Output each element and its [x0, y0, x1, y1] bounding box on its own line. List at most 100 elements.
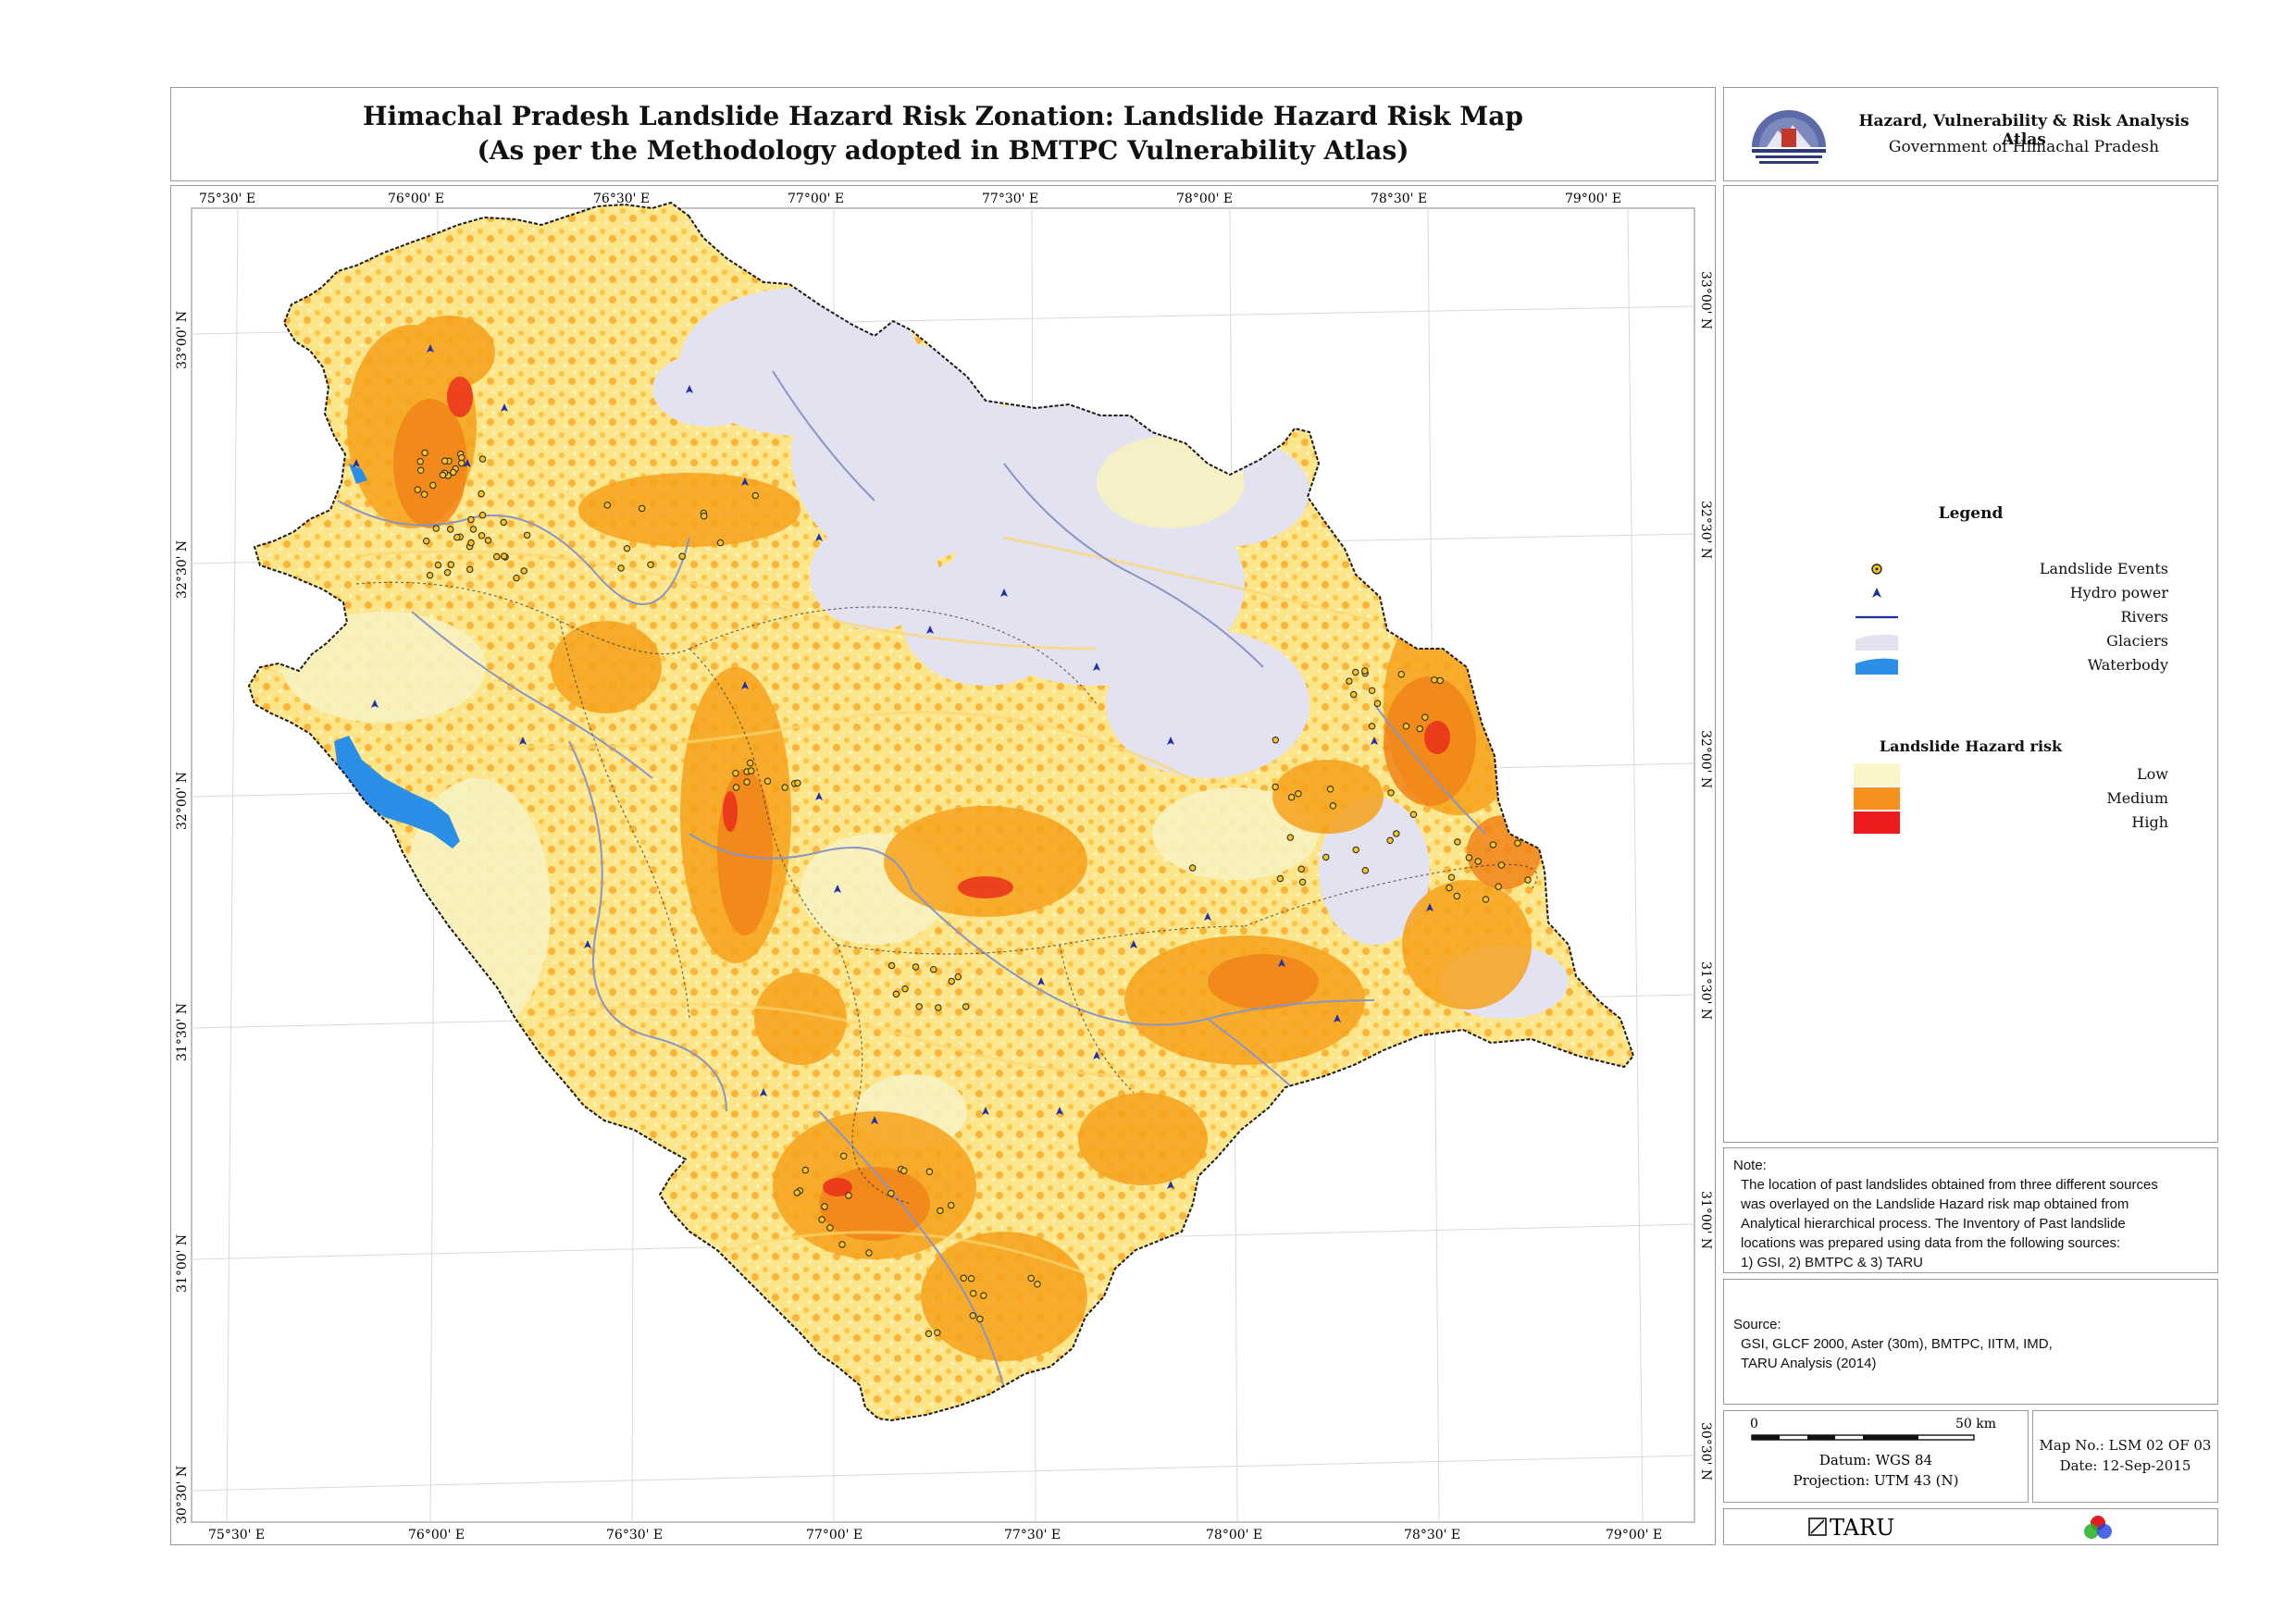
datum-label: Datum: WGS 84	[1819, 1452, 1932, 1468]
landslide-event-marker	[623, 545, 631, 552]
landslide-event-marker	[478, 532, 486, 539]
government-name: Government of Himachal Pradesh	[1888, 138, 2160, 156]
glacier-patch-icon	[1855, 634, 1898, 650]
legend-panel: Legend Landslide Events Hydro power Rive…	[1723, 185, 2218, 1143]
landslide-event-marker	[1286, 834, 1295, 841]
source-text: Source: GSI, GLCF 2000, Aster (30m), BMT…	[1733, 1315, 2207, 1373]
landslide-event-marker	[900, 1167, 908, 1174]
landslide-event-marker	[484, 537, 492, 544]
landslide-event-marker	[967, 1275, 975, 1282]
note-line: was overlayed on the Landslide Hazard ri…	[1741, 1196, 2129, 1212]
landslide-event-marker	[523, 531, 531, 539]
lat-label: 32°30' N	[1698, 501, 1713, 559]
hydro-power-marker	[871, 1116, 878, 1124]
landslide-event-marker	[1393, 830, 1400, 837]
landslide-event-marker	[930, 966, 937, 973]
landslide-event-marker	[1027, 1274, 1035, 1282]
lon-label: 76°00' E	[388, 192, 444, 206]
hydro-power-marker	[1056, 1107, 1063, 1115]
hydro-power-marker	[815, 533, 823, 541]
lon-label: 75°30' E	[208, 1528, 265, 1542]
map-subtitle: (As per the Methodology adopted in BMTPC…	[477, 135, 1409, 166]
lat-label: 33°00' N	[175, 311, 190, 369]
landslide-event-marker	[1387, 789, 1395, 797]
lat-label: 32°00' N	[1698, 730, 1713, 788]
high-risk-areas	[447, 377, 1450, 1196]
hydro-power-marker	[427, 344, 434, 353]
rgb-circles-icon	[2084, 1516, 2112, 1539]
landslide-event-marker	[466, 565, 474, 574]
landslide-event-marker	[748, 767, 755, 774]
landslide-event-marker	[500, 518, 507, 527]
landslide-event-marker	[453, 534, 461, 541]
taru-logo-icon	[1808, 1518, 1827, 1536]
landslide-event-marker	[478, 489, 485, 498]
lon-label: 77°30' E	[1004, 1528, 1061, 1542]
lon-label: 77°30' E	[982, 192, 1038, 206]
landslide-event-marker	[1329, 802, 1337, 810]
hydro-power-marker	[1426, 903, 1433, 911]
lat-label: 33°00' N	[1698, 271, 1713, 329]
lat-label: 31°00' N	[175, 1234, 190, 1293]
map-title: Himachal Pradesh Landslide Hazard Risk Z…	[363, 101, 1523, 131]
source-panel: Source: GSI, GLCF 2000, Aster (30m), BMT…	[1723, 1279, 2218, 1405]
landslide-event-marker	[840, 1152, 848, 1160]
map-info-panel: Map No.: LSM 02 OF 03 Date: 12-Sep-2015	[2032, 1410, 2218, 1503]
landslide-event-marker	[732, 784, 740, 791]
hydro-power-marker	[1371, 737, 1378, 745]
medium-risk-swatch	[1854, 787, 1900, 810]
government-emblem-icon	[1752, 110, 1826, 164]
legend-item-waterbody: Waterbody	[1854, 654, 2168, 676]
hydro-power-marker	[371, 700, 379, 708]
landslide-event-marker	[420, 490, 428, 498]
landslide-event-marker	[821, 1203, 828, 1210]
lon-label: 78°00' E	[1206, 1528, 1262, 1542]
legend-title: Legend	[1938, 504, 2004, 523]
atlas-name: Hazard, Vulnerability & Risk Analysis At…	[1858, 112, 2190, 149]
hydro-power-marker	[982, 1107, 989, 1115]
landslide-event-marker	[970, 1290, 977, 1297]
river-line-icon	[1855, 615, 1898, 619]
hydro-power-marker	[1093, 1051, 1100, 1059]
lon-label: 79°00' E	[1565, 192, 1621, 206]
landslide-event-marker	[1386, 836, 1394, 844]
landslide-event-marker	[1361, 667, 1369, 675]
landslide-event-marker	[423, 538, 430, 545]
scale-end-label: 50 km	[1955, 1417, 1996, 1431]
landslide-event-marker	[976, 1315, 984, 1323]
lon-label: 76°30' E	[606, 1528, 663, 1542]
legend-label: Rivers	[2120, 608, 2168, 626]
scale-bar: 0 50 km Datum: WGS 84 Projection: UTM 43…	[1750, 1417, 1996, 1489]
lon-label: 78°30' E	[1371, 192, 1427, 206]
landslide-event-marker	[1189, 864, 1197, 872]
note-heading: Note:	[1733, 1158, 1767, 1173]
landslide-event-marker	[501, 552, 508, 560]
landslide-event-marker	[447, 561, 455, 568]
landslide-event-marker	[1514, 839, 1521, 847]
hydro-power-marker	[1037, 977, 1045, 985]
landslide-event-marker	[1322, 853, 1330, 861]
lat-label: 32°00' N	[175, 772, 190, 830]
credit-bar: TARU	[1808, 1515, 2112, 1541]
landslide-event-marker	[414, 486, 421, 493]
district-boundaries	[355, 581, 1538, 1205]
taru-name: TARU	[1830, 1515, 1894, 1541]
landslide-event-marker	[962, 1003, 970, 1010]
hydro-power-marker	[1204, 912, 1211, 921]
landslide-event-marker	[1397, 671, 1406, 678]
lon-label: 78°30' E	[1404, 1528, 1460, 1542]
hydro-power-marker	[1130, 940, 1137, 948]
lon-label: 76°30' E	[593, 192, 650, 206]
landslide-event-marker	[426, 572, 434, 579]
map-panel: 75°30' E 76°00' E 76°30' E 77°00' E 77°3…	[170, 185, 1716, 1545]
landslide-event-marker	[838, 1241, 846, 1248]
landslide-event-marker	[901, 985, 909, 993]
landslide-event-marker	[937, 1207, 944, 1215]
top-longitude-labels: 75°30' E 76°00' E 76°30' E 77°00' E 77°3…	[199, 192, 1621, 206]
landslide-event-marker	[1326, 786, 1334, 793]
hydro-power-triangle-icon	[1872, 588, 1881, 598]
risk-legend-title: Landslide Hazard risk	[1879, 737, 2063, 755]
note-panel: Note: The location of past landslides ob…	[1723, 1147, 2218, 1273]
landslide-event-marker	[781, 784, 788, 791]
landslide-event-marker	[1497, 861, 1506, 869]
